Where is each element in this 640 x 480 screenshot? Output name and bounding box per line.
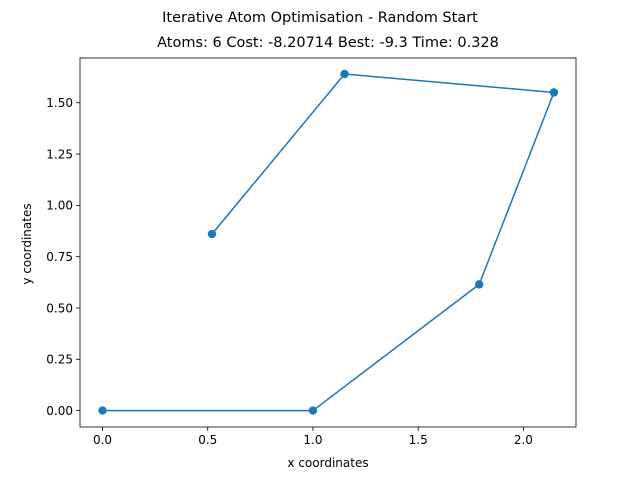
- y-tick-label: 0.50: [46, 301, 73, 315]
- y-tick-label: 0.25: [46, 353, 73, 367]
- data-point-4: [340, 70, 348, 78]
- data-point-1: [309, 406, 317, 414]
- y-tick-label: 0.75: [46, 250, 73, 264]
- plot-frame: [80, 58, 576, 427]
- y-tick-label: 1.00: [46, 199, 73, 213]
- data-point-3: [550, 88, 558, 96]
- data-point-0: [98, 406, 106, 414]
- chart-subtitle: Atoms: 6 Cost: -8.20714 Best: -9.3 Time:…: [157, 35, 499, 51]
- y-axis-label: y coordinates: [20, 203, 34, 284]
- x-tick-label: 1.0: [303, 433, 322, 447]
- plot-area: 0.0 0.5 1.0 1.5 2.0 0.00 0.25 0.50 0.75 1.00 1.25 1…: [46, 58, 576, 447]
- x-tick-label: 1.5: [409, 433, 428, 447]
- chart-title: Iterative Atom Optimisation - Random Sta…: [162, 10, 478, 26]
- data-point-2: [475, 280, 483, 288]
- y-tick-label: 1.25: [46, 147, 73, 161]
- x-tick-label: 0.5: [198, 433, 217, 447]
- series-line-0: [103, 74, 554, 411]
- x-tick-label: 2.0: [514, 433, 533, 447]
- x-tick-label: 0.0: [93, 433, 112, 447]
- y-tick-label: 1.50: [46, 96, 73, 110]
- y-tick-label: 0.00: [46, 404, 73, 418]
- data-point-5: [208, 230, 216, 238]
- x-axis-label: x coordinates: [287, 456, 368, 470]
